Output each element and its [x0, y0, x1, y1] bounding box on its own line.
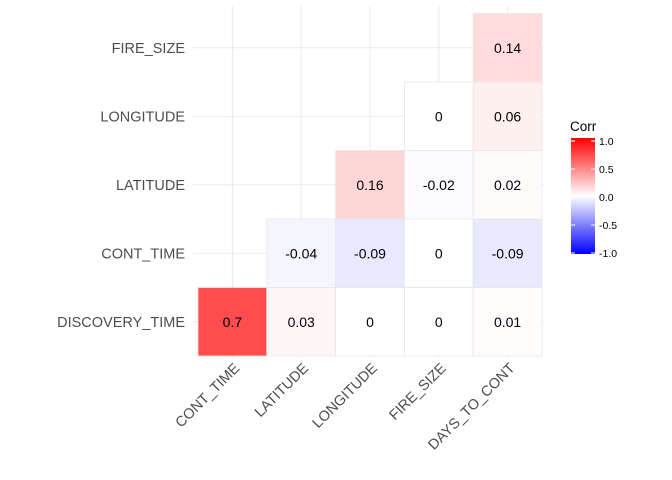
cell-value-label: 0 [366, 314, 374, 330]
cell-value-label: 0 [435, 108, 443, 124]
heatmap-cells: 0.7 0.03 0 0 0.01 -0.04 -0.09 0 -0.09 0.16 -0.02 0.… [197, 13, 543, 357]
y-label-cont-time: CONT_TIME [101, 246, 185, 262]
y-label-latitude: LATITUDE [116, 178, 185, 194]
cell-value-label: -0.02 [423, 177, 455, 193]
cell-value-label: -0.09 [354, 245, 386, 261]
heatmap-cell [472, 218, 543, 288]
legend: Corr 1.0 0.5 0.0 -0.5 -1.0 [570, 119, 617, 260]
cell-value-label: 0 [435, 314, 443, 330]
heatmap-cell [403, 150, 474, 220]
cell-value-label: 0.02 [494, 177, 521, 193]
legend-tick-label: -1.0 [599, 248, 617, 260]
y-axis-labels: DISCOVERY_TIME CONT_TIME LATITUDE LONGITUDE… [57, 41, 185, 331]
heatmap-cell [403, 218, 474, 288]
cell-value-label: 0.16 [356, 177, 383, 193]
cell-value-label: 0.06 [494, 108, 521, 124]
heatmap-cell [472, 287, 543, 357]
cell-value-label: -0.09 [492, 245, 524, 261]
legend-tick-label: 0.5 [599, 164, 614, 176]
cell-value-label: 0 [435, 245, 443, 261]
legend-title: Corr [570, 119, 597, 134]
y-label-longitude: LONGITUDE [100, 109, 185, 125]
cell-value-label: 0.03 [288, 314, 315, 330]
heatmap-cell [472, 150, 543, 220]
legend-tick-label: 0.0 [599, 192, 614, 204]
x-label-fire-size: FIRE_SIZE [386, 360, 449, 423]
cell-value-label: 0.01 [494, 314, 521, 330]
cell-value-label: 0.14 [494, 40, 521, 56]
heatmap-cell [335, 287, 405, 357]
legend-tick-label: -0.5 [599, 220, 617, 232]
y-label-discovery-time: DISCOVERY_TIME [57, 315, 185, 331]
legend-colorbar [571, 138, 595, 254]
legend-tick-label: 1.0 [599, 136, 614, 148]
x-label-cont-time: CONT_TIME [173, 360, 244, 431]
x-label-latitude: LATITUDE [252, 360, 312, 420]
cell-value-label: -0.04 [285, 245, 317, 261]
y-label-fire-size: FIRE_SIZE [112, 41, 186, 57]
heatmap-cell [335, 150, 405, 220]
heatmap-cell [403, 81, 474, 151]
heatmap-cell [266, 287, 336, 357]
legend-ticks: 1.0 0.5 0.0 -0.5 -1.0 [571, 136, 617, 260]
heatmap-cell [472, 81, 543, 151]
x-label-longitude: LONGITUDE [310, 360, 381, 431]
heatmap-cell [472, 13, 543, 83]
cell-value-label: 0.7 [223, 314, 243, 330]
